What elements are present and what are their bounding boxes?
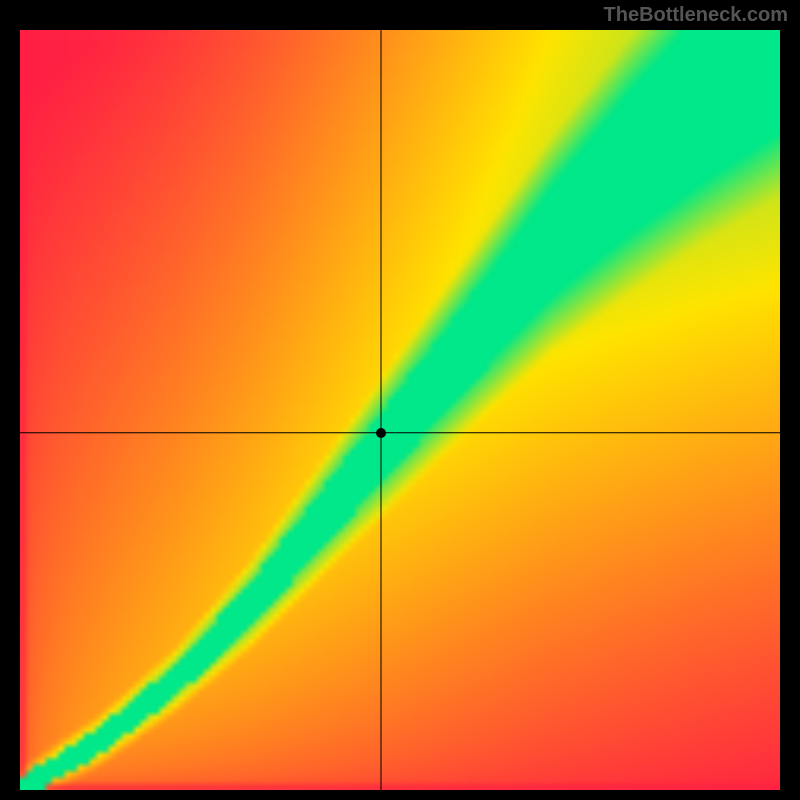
selection-marker[interactable]: [376, 428, 386, 438]
bottleneck-heatmap: [20, 30, 780, 790]
chart-container: TheBottleneck.com: [0, 0, 800, 800]
watermark-text: TheBottleneck.com: [604, 4, 788, 27]
